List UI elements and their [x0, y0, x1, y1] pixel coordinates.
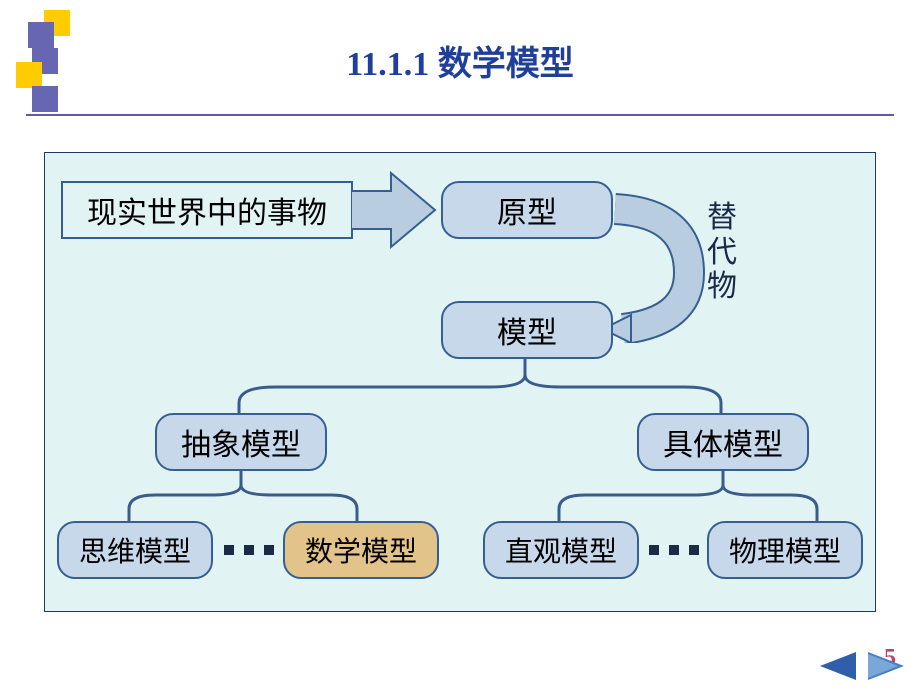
- node-intuitive: 直观模型: [483, 521, 639, 579]
- dots-left: [221, 543, 277, 557]
- node-abstract: 抽象模型: [155, 413, 327, 471]
- diagram-panel: 现实世界中的事物 原型 替代物 模型 抽象模型 具体模型 思维模型 数学模型 直…: [44, 152, 876, 612]
- dots-right: [646, 543, 702, 557]
- connector-model-branches: [165, 357, 785, 415]
- replace-label: 替代物: [707, 201, 741, 305]
- arrow-source-to-prototype: [351, 167, 437, 253]
- divider: [26, 114, 894, 116]
- source-label: 现实世界中的事物: [61, 181, 353, 239]
- connector-abstract-branches: [85, 469, 415, 523]
- nav-next[interactable]: [868, 652, 908, 680]
- connector-concrete-branches: [495, 469, 855, 523]
- node-model: 模型: [441, 301, 613, 359]
- node-math: 数学模型: [283, 521, 439, 579]
- page-title: 11.1.1 数学模型: [0, 36, 920, 85]
- node-thinking: 思维模型: [57, 521, 213, 579]
- arrow-prototype-to-model: [599, 193, 709, 343]
- node-concrete: 具体模型: [637, 413, 809, 471]
- node-prototype: 原型: [441, 181, 613, 239]
- node-physical: 物理模型: [707, 521, 863, 579]
- nav-prev[interactable]: [816, 652, 856, 680]
